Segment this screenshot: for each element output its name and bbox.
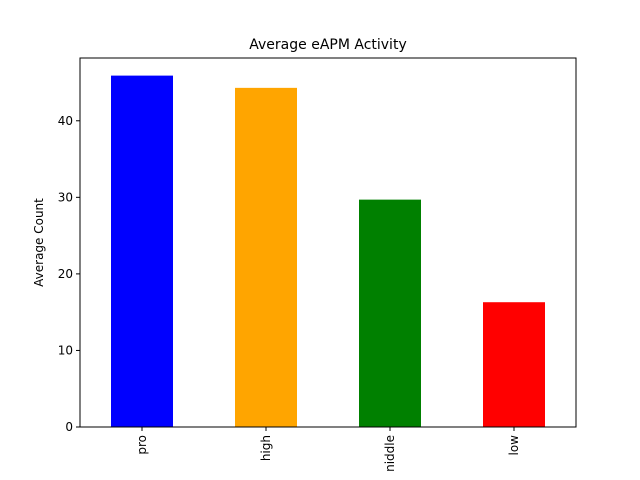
plot-frame (79, 57, 577, 428)
y-tick-label-20: 20 (58, 267, 73, 281)
chart-title: Average eAPM Activity (249, 37, 406, 53)
x-tick-label-pro: pro (135, 435, 149, 455)
x-tick-label-high: high (259, 435, 273, 461)
bar-niddle (359, 199, 421, 427)
bar-pro (111, 75, 173, 428)
y-axis-label: Average Count (32, 198, 46, 287)
x-ticks: pro high niddle low (135, 427, 521, 472)
y-tick-label-40: 40 (58, 114, 73, 128)
y-tick-label-10: 10 (58, 343, 73, 357)
bar-low (483, 302, 545, 427)
bar-high (235, 87, 297, 428)
y-ticks: 0 10 20 30 40 (58, 114, 80, 434)
y-tick-label-30: 30 (58, 190, 73, 204)
bars-layer (111, 75, 545, 428)
y-tick-label-0: 0 (65, 420, 73, 434)
x-tick-label-low: low (507, 435, 521, 456)
x-tick-label-niddle: niddle (383, 435, 397, 472)
